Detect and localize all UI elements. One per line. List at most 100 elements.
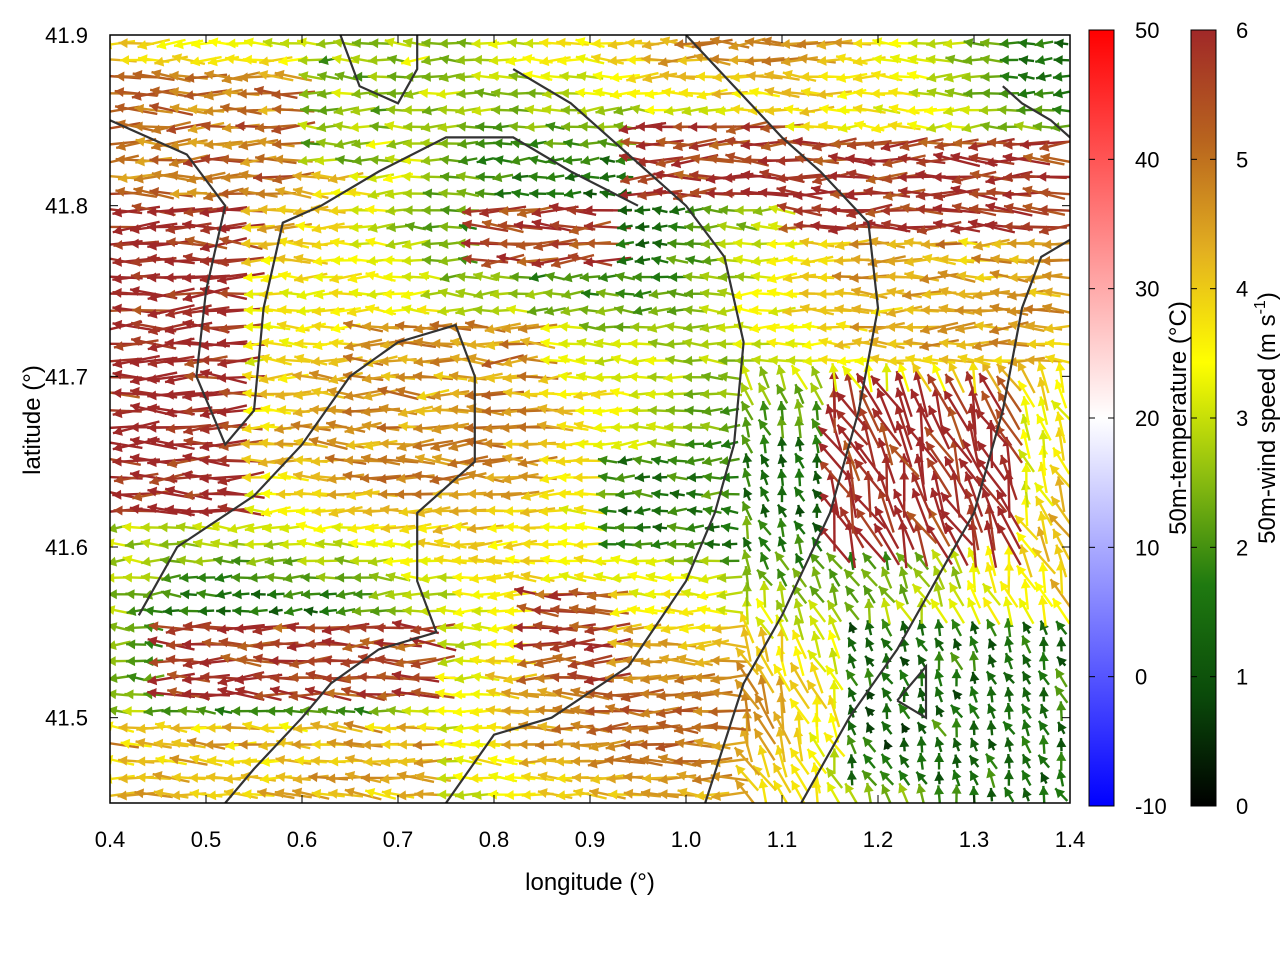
wind-arrow: [99, 156, 139, 168]
wind-arrow: [544, 306, 565, 316]
wind-arrow: [433, 523, 468, 534]
wind-arrow: [477, 155, 494, 165]
wind-arrow: [651, 489, 668, 499]
wind-arrow: [1057, 657, 1067, 667]
wind-arrow: [1039, 687, 1049, 701]
wind-arrow: [881, 567, 891, 588]
wind-arrow: [934, 753, 944, 769]
wind-arrow: [716, 605, 743, 615]
wind-arrow: [658, 638, 696, 648]
colorbar-tick-label: 0: [1236, 794, 1248, 819]
wind-arrow: [1033, 122, 1055, 132]
wind-arrow: [492, 172, 513, 182]
wind-arrow: [1004, 636, 1014, 652]
wind-arrow: [865, 656, 875, 666]
colorbar-tick-label: 3: [1236, 406, 1248, 431]
wind-arrow: [271, 122, 315, 134]
wind-arrow: [917, 737, 927, 753]
wind-arrow: [848, 688, 857, 702]
wind-arrow: [187, 737, 225, 748]
wind-arrow: [522, 790, 554, 800]
wind-arrow: [760, 552, 769, 569]
wind-arrow: [1039, 755, 1050, 768]
wind-arrow: [969, 651, 979, 671]
wind-arrow: [759, 537, 770, 551]
wind-arrow: [865, 707, 875, 717]
wind-arrow: [952, 718, 962, 737]
wind-arrow: [794, 521, 804, 534]
wind-arrow: [778, 505, 787, 517]
wind-arrow: [759, 401, 769, 420]
wind-arrow: [870, 354, 904, 364]
wind-arrow: [844, 569, 859, 585]
wind-arrow: [845, 602, 859, 619]
wind-arrow: [760, 435, 770, 453]
wind-arrow: [970, 738, 979, 751]
wind-arrow: [1054, 39, 1068, 49]
wind-arrow: [953, 639, 962, 650]
wind-arrow: [232, 589, 249, 599]
wind-arrow: [795, 553, 804, 568]
wind-arrow: [561, 289, 583, 299]
wind-arrow: [848, 622, 857, 632]
colorbar-tick-label: 50: [1135, 18, 1159, 43]
wind-arrow: [243, 55, 274, 65]
wind-arrow: [651, 256, 668, 266]
wind-arrow: [736, 780, 759, 809]
wind-arrow: [635, 222, 649, 232]
wind-arrow: [527, 306, 548, 316]
wind-arrow: [795, 505, 805, 517]
wind-arrow: [232, 606, 249, 616]
wind-arrow: [987, 655, 996, 668]
wind-arrow: [143, 590, 164, 600]
wind-arrow: [503, 388, 537, 398]
wind-arrow: [633, 272, 653, 282]
wind-arrow: [149, 187, 192, 197]
wind-arrow: [546, 189, 564, 199]
wind-arrow: [1050, 465, 1073, 490]
wind-arrow: [988, 739, 997, 750]
wind-arrow: [987, 720, 997, 735]
wind-arrow: [846, 586, 858, 603]
wind-arrow: [546, 155, 564, 165]
wind-arrow: [952, 669, 962, 686]
wind-arrow: [900, 657, 910, 667]
wind-arrow: [1056, 738, 1066, 751]
wind-arrow: [635, 255, 650, 265]
wind-arrow: [318, 706, 338, 716]
wind-arrow: [1042, 271, 1080, 281]
wind-arrow: [325, 454, 366, 464]
wind-arrow: [144, 706, 164, 716]
wind-arrow: [775, 552, 788, 570]
wind-arrow: [608, 40, 642, 50]
wind-arrow: [296, 324, 326, 334]
wind-arrow: [902, 723, 911, 733]
wind-arrow: [294, 238, 328, 248]
colorbar-tick-label: 30: [1135, 277, 1159, 302]
wind-arrow: [1038, 596, 1048, 627]
x-tick-label: 0.5: [191, 827, 222, 852]
colorbar-tick-label: -10: [1135, 794, 1167, 819]
wind-arrow: [215, 573, 233, 583]
wind-arrow: [298, 55, 323, 65]
wind-arrow: [798, 54, 836, 64]
wind-arrow: [687, 472, 703, 482]
colorbar-tick-label: 1: [1236, 665, 1248, 690]
wind-arrow: [777, 437, 787, 452]
wind-arrow: [900, 670, 909, 686]
wind-arrow: [632, 489, 652, 499]
wind-arrow: [615, 523, 635, 533]
wind-arrow: [512, 172, 528, 182]
wind-arrow: [300, 105, 322, 115]
wind-arrow: [449, 371, 487, 381]
wind-arrow: [1005, 787, 1014, 802]
wind-arrow: [987, 687, 997, 703]
wind-arrow: [1055, 788, 1067, 801]
wind-arrow: [218, 472, 264, 485]
x-tick-label: 0.6: [287, 827, 318, 852]
wind-arrow: [863, 553, 876, 569]
wind-arrow: [108, 673, 130, 683]
wind-arrow: [380, 505, 416, 515]
wind-arrow: [914, 568, 930, 586]
wind-arrow: [703, 472, 722, 482]
